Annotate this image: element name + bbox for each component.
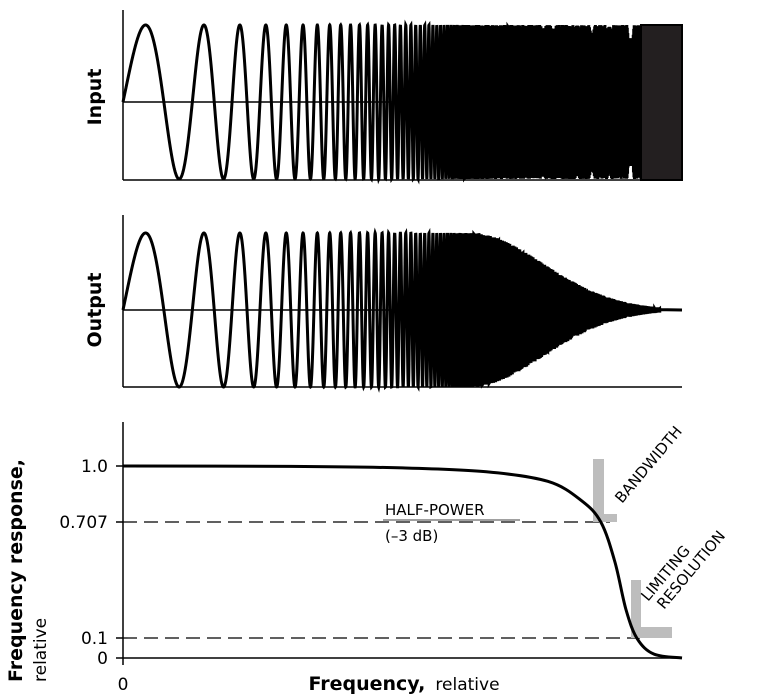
- input-axis-label: Input: [84, 69, 106, 126]
- input-dense-block: [640, 24, 683, 181]
- half-power-db-label: (–3 dB): [385, 527, 438, 545]
- output-wave: [121, 227, 683, 393]
- response-x-title-main: Frequency,: [308, 673, 425, 695]
- response-y-title: Frequency response,: [5, 459, 27, 682]
- bandwidth-marker: [593, 459, 617, 522]
- input-wave: [121, 19, 644, 185]
- ytick-label-01: 0.1: [81, 629, 108, 649]
- response-curve: [122, 464, 683, 660]
- response-x-title-unit: relative: [435, 675, 499, 695]
- xtick-label-0: 0: [118, 675, 129, 695]
- output-panel: Output: [84, 215, 683, 393]
- response-panel: 1.0 0.707 0.1 0 0 HALF-POWER (–3 dB) BAN…: [5, 422, 729, 695]
- bandwidth-label: BANDWIDTH: [611, 423, 686, 507]
- ytick-label-0: 0: [97, 649, 108, 669]
- response-x-title: Frequency, relative: [308, 673, 499, 695]
- input-panel: Input: [84, 10, 683, 185]
- ytick-label-0707: 0.707: [59, 513, 108, 533]
- half-power-label: HALF-POWER: [385, 501, 485, 519]
- ytick-label-1: 1.0: [81, 457, 108, 477]
- output-axis-label: Output: [84, 273, 106, 348]
- response-y-unit: relative: [31, 618, 51, 682]
